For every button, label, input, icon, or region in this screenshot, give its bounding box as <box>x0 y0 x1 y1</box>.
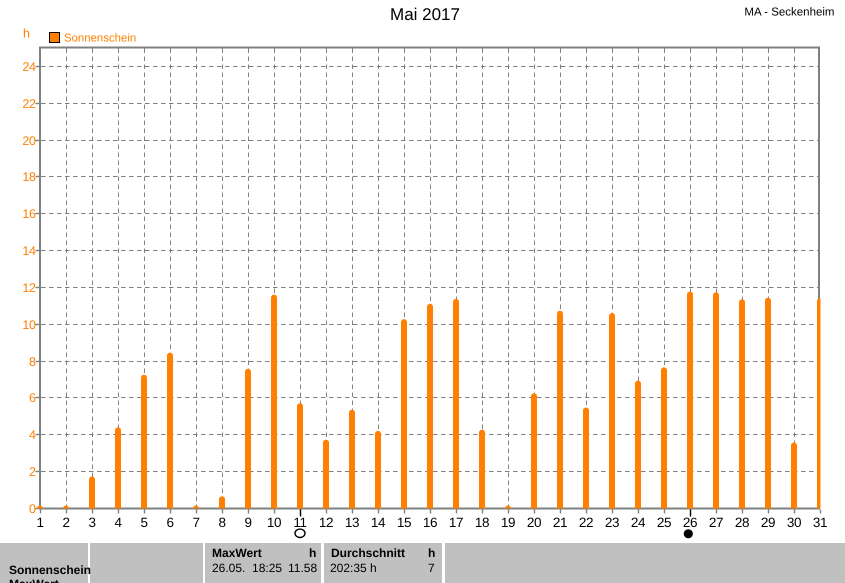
svg-text:6: 6 <box>29 391 36 405</box>
svg-text:Mai 2017: Mai 2017 <box>390 5 460 24</box>
svg-text:10: 10 <box>267 515 281 530</box>
svg-text:5: 5 <box>140 515 147 530</box>
svg-text:31: 31 <box>813 515 827 530</box>
svg-text:2: 2 <box>29 465 36 479</box>
svg-text:11: 11 <box>293 515 306 530</box>
svg-text:30: 30 <box>787 515 801 530</box>
svg-text:8: 8 <box>29 355 36 369</box>
svg-text:21: 21 <box>553 515 567 530</box>
svg-text:17: 17 <box>449 515 463 530</box>
svg-text:19: 19 <box>501 515 515 530</box>
svg-text:4: 4 <box>29 428 36 442</box>
svg-text:28: 28 <box>735 515 749 530</box>
svg-text:22: 22 <box>22 97 36 111</box>
svg-text:14: 14 <box>22 244 36 258</box>
svg-text:12: 12 <box>22 281 36 295</box>
svg-text:24: 24 <box>631 515 646 530</box>
svg-text:7: 7 <box>192 515 199 530</box>
svg-text:20: 20 <box>22 134 36 148</box>
svg-text:1: 1 <box>36 515 43 530</box>
svg-text:h: h <box>23 27 30 41</box>
svg-text:2: 2 <box>62 515 69 530</box>
svg-text:16: 16 <box>22 207 36 221</box>
svg-text:18: 18 <box>475 515 489 530</box>
svg-text:Sonnenschein: Sonnenschein <box>64 33 136 45</box>
svg-text:29: 29 <box>761 515 775 530</box>
svg-text:4: 4 <box>114 515 122 530</box>
svg-text:14: 14 <box>371 515 386 530</box>
svg-text:18: 18 <box>22 170 36 184</box>
svg-text:0: 0 <box>29 502 36 516</box>
svg-text:9: 9 <box>244 515 251 530</box>
svg-text:27: 27 <box>709 515 723 530</box>
svg-text:15: 15 <box>397 515 411 530</box>
svg-text:25: 25 <box>657 515 671 530</box>
svg-text:3: 3 <box>88 515 95 530</box>
svg-text:24: 24 <box>22 60 36 74</box>
svg-text:MA - Seckenheim: MA - Seckenheim <box>744 6 834 18</box>
svg-text:12: 12 <box>319 515 333 530</box>
svg-text:6: 6 <box>166 515 173 530</box>
svg-text:10: 10 <box>22 318 36 332</box>
svg-text:20: 20 <box>527 515 541 530</box>
svg-text:26: 26 <box>683 515 697 530</box>
svg-text:8: 8 <box>218 515 225 530</box>
svg-text:23: 23 <box>605 515 619 530</box>
svg-text:16: 16 <box>423 515 437 530</box>
svg-text:13: 13 <box>345 515 359 530</box>
svg-text:22: 22 <box>579 515 593 530</box>
